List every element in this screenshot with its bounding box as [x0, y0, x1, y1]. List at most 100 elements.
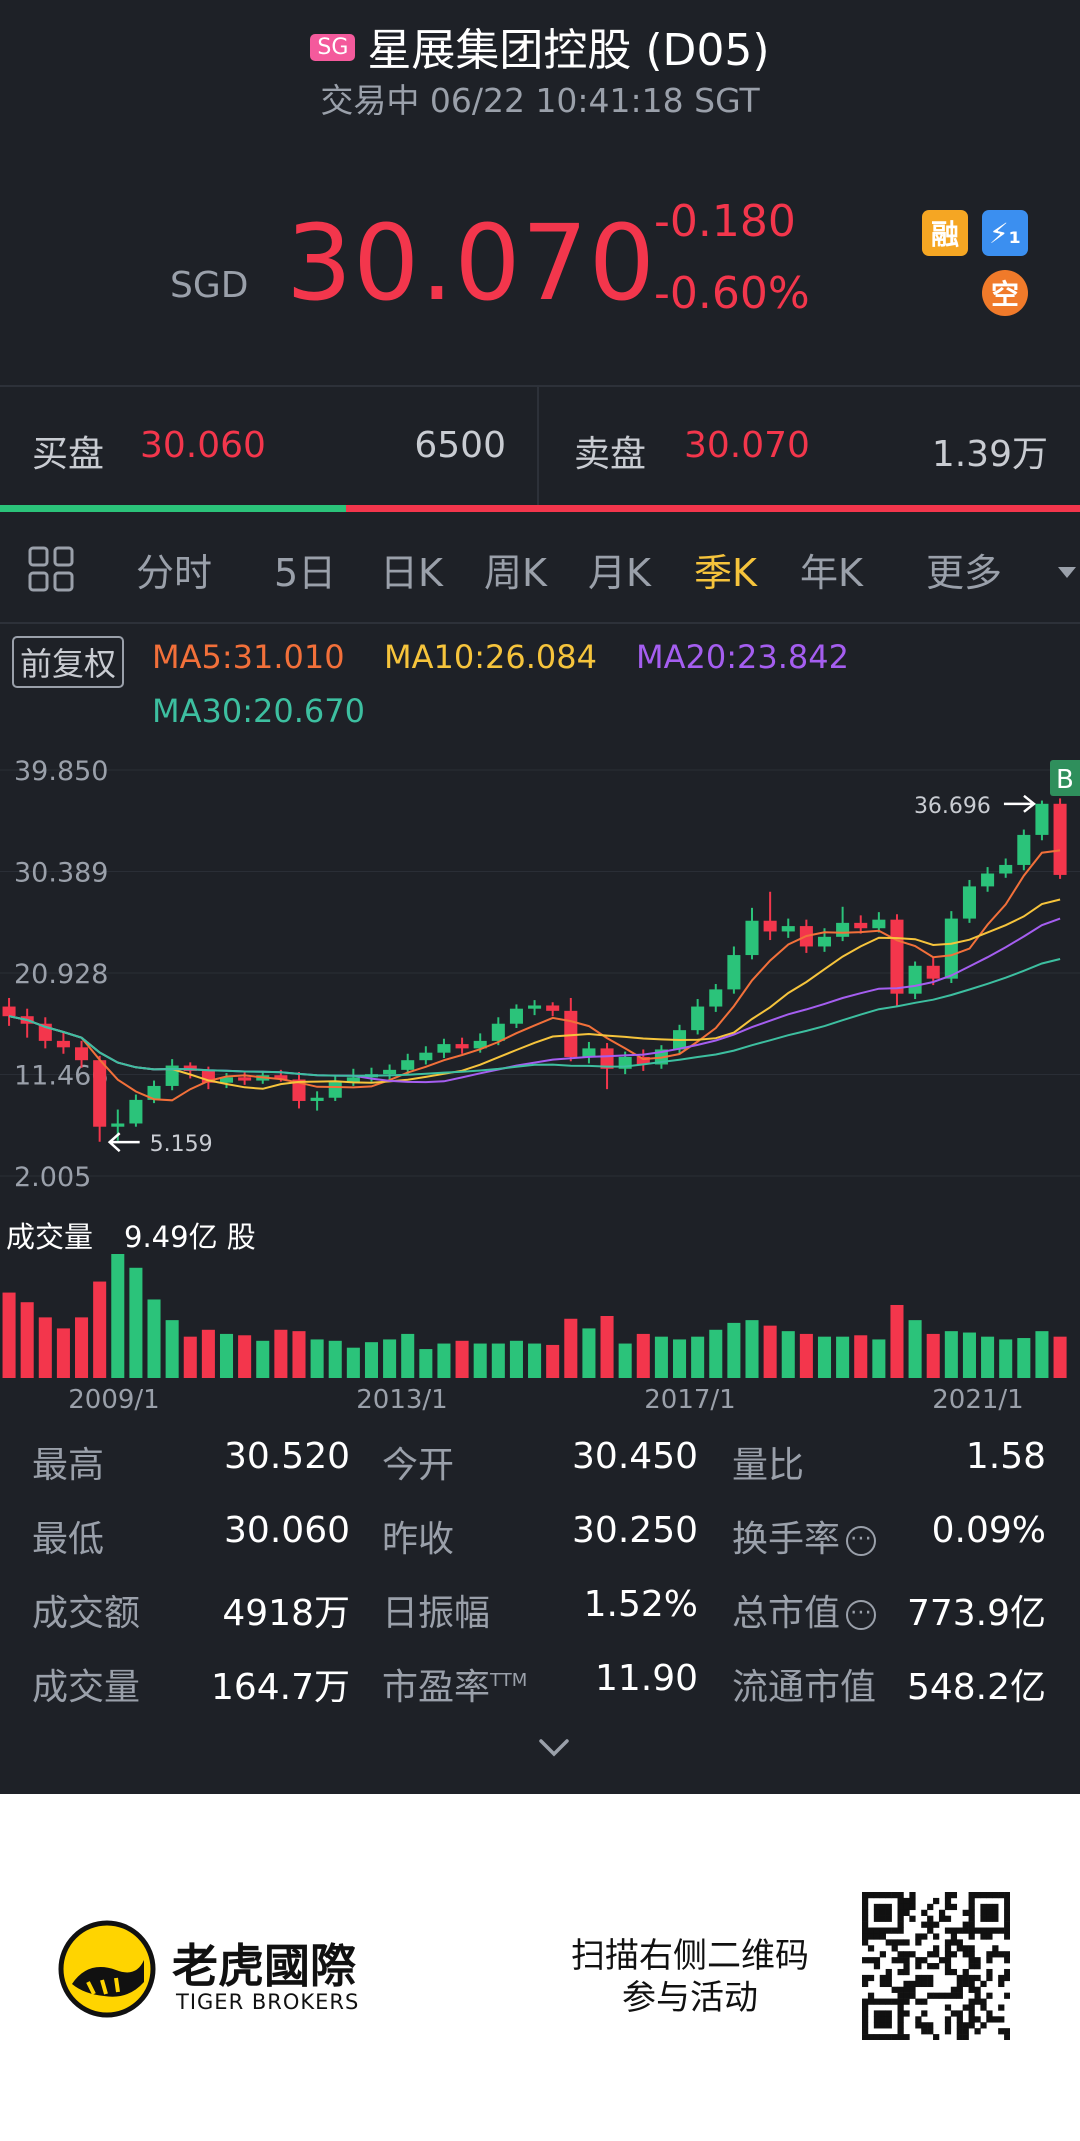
quote-header: SG 星展集团控股 (D05) 交易中 06/22 10:41:18 SGT SG… [0, 0, 1080, 385]
qr-module [944, 2028, 952, 2035]
ttm-suffix: TTM [490, 1670, 528, 1691]
qr-module [867, 2034, 875, 2040]
adjust-type-button[interactable]: 前复权 [12, 636, 125, 688]
qr-module [862, 1927, 869, 1934]
volume-bar [292, 1331, 306, 1378]
qr-module [998, 1927, 1005, 1934]
qr-module [879, 1892, 886, 1899]
qr-module [873, 1903, 881, 1911]
qr-module [968, 1951, 975, 1958]
qr-module [944, 1927, 952, 1934]
volume-bar [38, 1317, 52, 1378]
margin-tag-icon[interactable]: 融 [922, 210, 968, 256]
kline-chart[interactable]: 39.850 30.389 20.928 11.466 2.005 36.696 B 5.15… [0, 740, 1080, 1420]
qr-module [897, 2016, 904, 2023]
volume-bar [582, 1328, 596, 1378]
volume-bar [129, 1267, 143, 1378]
qr-module [879, 1903, 886, 1911]
qr-module [968, 1945, 975, 1952]
qr-module [891, 1986, 898, 1993]
qr-module [944, 1897, 952, 1905]
x-tick-label: 2017/1 [644, 1385, 735, 1415]
qr-module [968, 1986, 975, 1993]
qr-module [944, 1951, 952, 1958]
tab-quarterly-k[interactable]: 季K [694, 551, 757, 595]
tab-weekly-k[interactable]: 周K [484, 551, 547, 595]
volume-bar [745, 1320, 759, 1378]
qr-module [956, 1974, 963, 1982]
qr-module [944, 1892, 952, 1899]
tab-daily-k[interactable]: 日K [380, 551, 443, 595]
info-icon[interactable]: ⋯ [846, 1600, 877, 1630]
qr-module [897, 2004, 904, 2011]
qr-module [962, 1945, 969, 1952]
tab-monthly-k[interactable]: 月K [588, 551, 651, 595]
candle-body [691, 1006, 705, 1031]
qr-module [956, 2016, 963, 2023]
tab-more[interactable]: 更多 [926, 551, 1003, 595]
divider [0, 385, 1080, 387]
qr-module [998, 2004, 1005, 2011]
candle-body [999, 864, 1013, 874]
qr-module [903, 1998, 910, 2005]
qr-module [897, 1927, 904, 1934]
qr-module [885, 2022, 892, 2029]
qr-module [956, 2028, 963, 2035]
expand-chevron-icon[interactable] [538, 1738, 570, 1762]
qr-module [980, 1892, 987, 1899]
qr-code-icon[interactable] [862, 1892, 1010, 2040]
stat-label: 市盈率TTM [382, 1667, 528, 1708]
bid-price: 30.060 [140, 425, 266, 466]
qr-module [998, 1892, 1005, 1899]
qr-module [921, 1933, 928, 1940]
tab-intraday[interactable]: 分时 [136, 551, 213, 595]
qr-module [903, 1963, 910, 1970]
qr-module [885, 2034, 892, 2040]
tab-yearly-k[interactable]: 年K [800, 551, 863, 595]
qr-module [867, 1927, 875, 1934]
qr-module [944, 1903, 952, 1911]
volume-bar [274, 1329, 288, 1378]
bid-ratio-fill [0, 505, 346, 512]
candle-body [709, 989, 723, 1007]
qr-module [921, 1998, 928, 2005]
brand-name-en: TIGER BROKERS [176, 1990, 360, 2014]
qr-module [980, 2022, 987, 2029]
x-tick-label: 2013/1 [356, 1385, 447, 1415]
volume-bar [691, 1336, 705, 1378]
qr-module [968, 1921, 975, 1928]
ma5-line [8, 849, 1061, 1102]
candle-body [872, 919, 886, 929]
qr-module [867, 1892, 875, 1899]
stat-label: 流通市值 [732, 1667, 877, 1708]
qr-module [998, 1974, 1005, 1982]
candle-body [817, 936, 832, 947]
qr-module [980, 1980, 987, 1988]
candle-body [745, 920, 759, 956]
qr-module [950, 1951, 958, 1958]
chevron-down-icon[interactable] [1058, 564, 1076, 583]
volume-bar [165, 1320, 179, 1378]
stock-title: 星展集团控股 (D05) [367, 25, 770, 76]
qr-module [909, 1915, 916, 1922]
tab-5day[interactable]: 5日 [274, 551, 337, 595]
volume-bar [799, 1333, 813, 1378]
qr-module [950, 1903, 958, 1911]
y-tick-label: 20.928 [14, 959, 108, 990]
qr-module [879, 1974, 886, 1982]
qr-module [1004, 2034, 1010, 2040]
volume-label: 成交量 [6, 1220, 94, 1254]
layout-grid-icon[interactable] [28, 546, 74, 596]
candle-body [582, 1048, 596, 1057]
candle-body [328, 1081, 342, 1098]
qr-module [968, 1933, 975, 1940]
lightning-tag-icon[interactable]: ⚡₁ [982, 210, 1028, 256]
info-icon[interactable]: ⋯ [846, 1526, 877, 1556]
qr-module [862, 2010, 869, 2017]
qr-module [986, 1903, 993, 1911]
tiger-logo-icon [58, 1920, 156, 2022]
qr-module [986, 1933, 993, 1940]
short-tag-icon[interactable]: 空 [982, 270, 1028, 316]
ma10-label: MA10:26.084 [384, 638, 597, 676]
qr-module [897, 1897, 904, 1905]
